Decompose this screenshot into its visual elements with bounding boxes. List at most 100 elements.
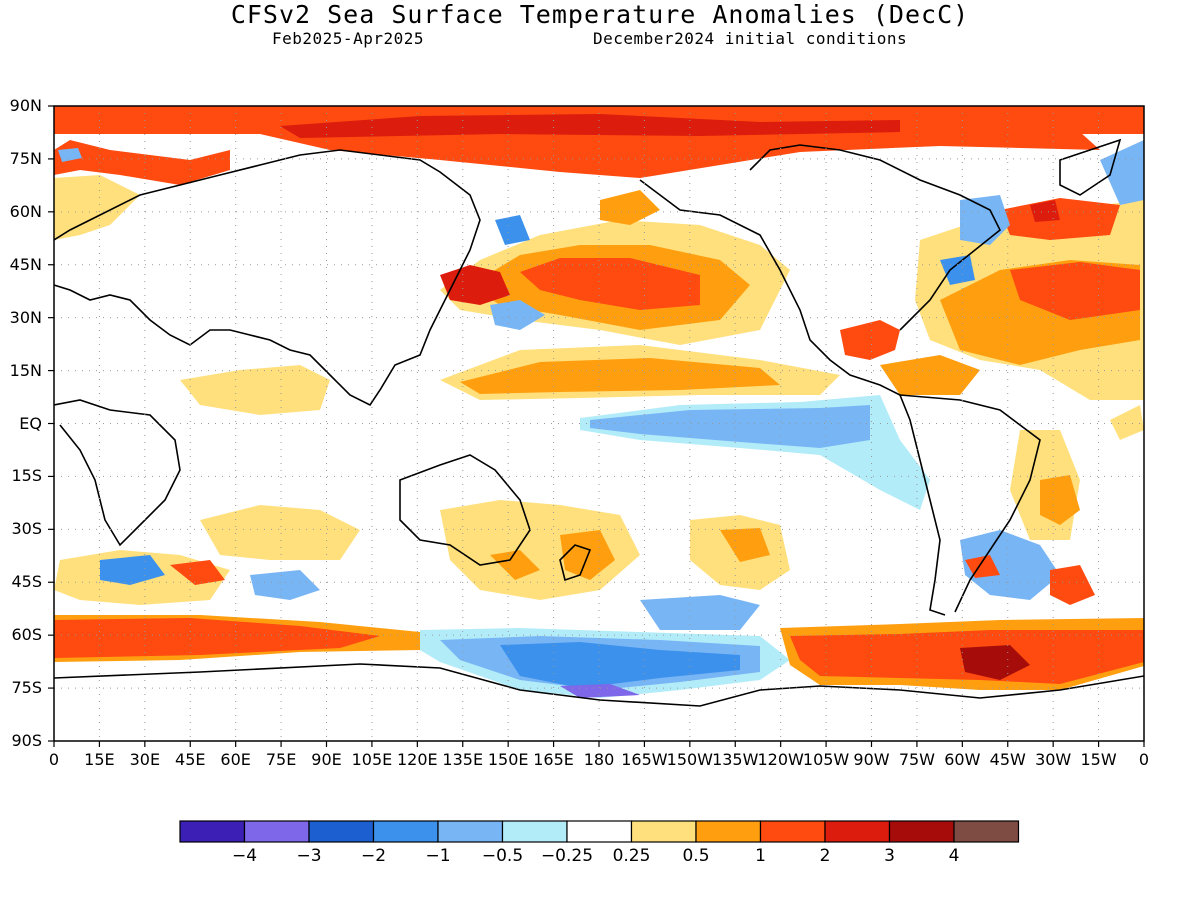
irminger-strong-warm: [1030, 200, 1060, 222]
colorbar-swatch: [759, 820, 826, 843]
longitude-tick-label: 150E: [487, 750, 529, 769]
south-pacific-cool-band: [640, 595, 760, 630]
colorbar-level-label: 4: [948, 846, 960, 866]
colorbar-level-label: 0.25: [612, 846, 651, 866]
southern-ocean-warm-indian: [54, 618, 380, 658]
irminger-warm: [1000, 198, 1120, 240]
africa-coast: [54, 399, 181, 547]
brazil-malvinas-warm-patch: [965, 555, 1000, 578]
latitude-tick-label: 15N: [9, 360, 42, 380]
longitude-tick-label: 120W: [757, 750, 804, 769]
greenland-coast: [1059, 138, 1122, 196]
longitude-tick-label: 90E: [311, 750, 342, 769]
south-indian-cool-patch: [250, 570, 320, 600]
barents-warm: [54, 140, 230, 185]
caribbean-warm: [880, 355, 980, 395]
colorbar-swatch: [695, 820, 762, 843]
longitude-tick-label: 75E: [265, 750, 297, 769]
longitude-tick-label: 75W: [898, 750, 935, 769]
longitude-tick-label: 180: [583, 750, 615, 769]
ross-sea-cool: [500, 642, 740, 688]
latitude-tick-label: 75S: [11, 678, 42, 698]
colorbar-swatch: [824, 820, 891, 843]
south-indian-weak-warm: [200, 505, 360, 560]
longitude-tick-label: 105E: [351, 750, 393, 769]
tasman-warm: [490, 550, 540, 580]
chart-title: CFSv2 Sea Surface Temperature Anomalies …: [230, 0, 970, 29]
longitude-tick-label: 15E: [84, 750, 115, 769]
colorbar-level-label: 0.5: [682, 846, 710, 866]
colorbar-level-label: −2: [360, 846, 387, 866]
axis-ticks: [48, 105, 1145, 747]
longitude-tick-label: 165E: [533, 750, 574, 769]
colorbar-level-label: −4: [231, 846, 258, 866]
latitude-tick-label: 60N: [9, 201, 42, 221]
weddell-sea-strong-warm: [960, 645, 1030, 680]
colorbar-level-label: 2: [819, 846, 831, 866]
longitude-tick-label: 120E: [397, 750, 438, 769]
longitude-tick-label: 45W: [989, 750, 1026, 769]
greenland-sea-cool: [1100, 140, 1144, 205]
colorbar-swatch: [953, 820, 1020, 843]
south-pacific-warm: [720, 528, 770, 562]
eurasia-coast: [54, 149, 481, 407]
south-atlantic-warm-patch: [1050, 565, 1095, 605]
colorbar-swatch: [501, 820, 568, 843]
latitude-tick-label: 75N: [9, 148, 42, 168]
longitude-tick-label: 0: [1138, 750, 1150, 769]
longitude-tick-label: 105W: [802, 750, 850, 769]
cold-tongue: [590, 405, 870, 448]
forecast-period: Feb2025-Apr2025: [272, 29, 424, 48]
longitude-tick-label: 60W: [944, 750, 981, 769]
colorbar-swatch: [372, 820, 439, 843]
colorbar-swatch: [888, 820, 955, 843]
colorbar-swatch: [243, 820, 310, 843]
colorbar-level-label: 1: [755, 846, 766, 866]
gulf-of-mexico-warm: [840, 320, 900, 360]
colorbar-swatch: [437, 820, 504, 843]
agulhas-cool: [100, 555, 165, 585]
colorbar-level-label: −3: [296, 846, 322, 866]
south-america-west-coast: [899, 394, 946, 616]
colorbar-swatch: [179, 820, 246, 843]
colorbar-level-label: −1: [425, 846, 451, 866]
longitude-tick-label: 150W: [666, 750, 713, 769]
colorbar-swatch: [630, 820, 697, 843]
longitude-tick-label: 165W: [621, 750, 668, 769]
latitude-tick-label: 15S: [11, 466, 42, 486]
coastlines: [54, 138, 1144, 707]
latitude-tick-label: 45N: [9, 254, 42, 274]
latitude-tick-label: EQ: [19, 413, 42, 433]
colorbar: [179, 820, 1020, 843]
longitude-tick-label: 0: [48, 750, 60, 769]
arctic-strong-warm: [280, 114, 900, 138]
latitude-tick-label: 30N: [9, 307, 42, 327]
tropical-north-pacific-warm: [460, 358, 780, 394]
latitude-tick-label: 45S: [11, 572, 42, 592]
colorbar-level-label: 3: [884, 846, 895, 866]
colorbar-level-label: −0.5: [481, 846, 524, 866]
norwegian-sea-weak-warm: [54, 175, 140, 240]
new-zealand-coast: [559, 544, 592, 582]
latitude-tick-label: 90N: [9, 96, 42, 115]
south-atlantic-warm: [1040, 475, 1080, 525]
north-america-east-coast: [749, 144, 1002, 331]
colorbar-swatch: [308, 820, 375, 843]
australia-coast: [399, 454, 531, 566]
longitude-tick-label: 30E: [129, 750, 161, 769]
ross-sea-strong-cool: [560, 684, 640, 698]
longitude-tick-label: 30W: [1035, 750, 1072, 769]
longitude-tick-label: 90W: [853, 750, 890, 769]
longitude-tick-label: 15W: [1080, 750, 1117, 769]
longitude-tick-label: 135E: [442, 750, 484, 769]
gulf-of-guinea-weak-warm: [1110, 405, 1144, 440]
agulhas-warm: [170, 560, 225, 585]
latitude-tick-label: 30S: [11, 519, 42, 539]
initial-conditions: December2024 initial conditions: [593, 29, 908, 48]
latitude-tick-label: 90S: [11, 731, 42, 750]
okhotsk-cool-patch: [495, 215, 530, 245]
longitude-tick-label: 135W: [712, 750, 759, 769]
kuroshio-cool-patch: [490, 300, 545, 330]
north-indian-weak-warm: [180, 365, 330, 415]
